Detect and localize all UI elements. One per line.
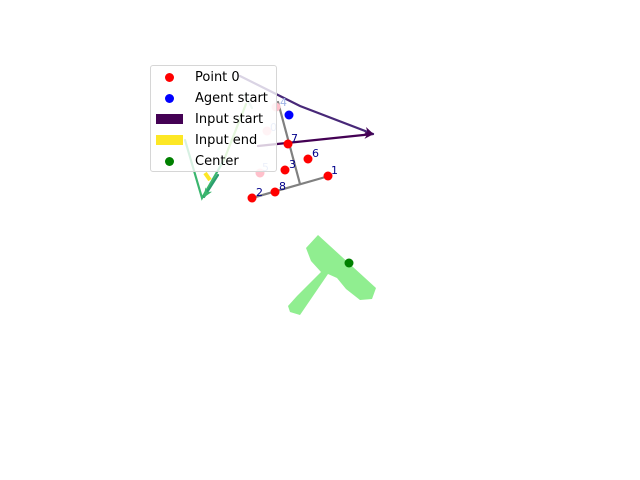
input-end-segments	[203, 171, 212, 182]
agent-start-marker	[284, 110, 294, 120]
purple-swatch-icon	[155, 114, 183, 124]
legend-row-agent-start: Agent start	[155, 88, 268, 108]
legend-row-input-end: Input end	[155, 130, 257, 150]
keypoint-label-4: 4	[280, 96, 287, 109]
keypoint-label-7: 7	[291, 132, 298, 145]
legend-label: Point 0	[195, 69, 240, 85]
legend-row-point0: Point 0	[155, 67, 240, 87]
keypoint-6	[303, 154, 313, 164]
legend-label: Center	[195, 153, 239, 169]
keypoint-label-3: 3	[289, 158, 296, 171]
legend-label: Input end	[195, 132, 258, 148]
legend-row-center: Center	[155, 151, 239, 171]
keypoint-3	[280, 165, 290, 175]
input-arrow-5	[202, 173, 220, 199]
center-marker	[344, 258, 354, 268]
legend-label: Input start	[195, 111, 264, 127]
keypoint-label-6: 6	[312, 147, 319, 160]
legend-label: Agent start	[195, 90, 268, 106]
t-shape	[288, 235, 376, 315]
keypoint-label-2: 2	[256, 186, 263, 199]
red-dot-icon	[164, 72, 174, 82]
keypoint-2	[247, 193, 257, 203]
input-arrow-1	[256, 130, 375, 148]
keypoint-label-8: 8	[279, 180, 286, 193]
yellow-swatch-icon	[155, 135, 183, 145]
keypoint-8	[270, 187, 280, 197]
green-dot-icon	[164, 156, 174, 166]
keypoint-7	[283, 139, 293, 149]
keypoint-label-1: 1	[331, 164, 338, 177]
keypoint-1	[323, 171, 333, 181]
keypoints	[247, 102, 333, 203]
legend: Point 0 Agent start Input start Input en…	[150, 65, 277, 172]
legend-row-input-start: Input start	[155, 109, 263, 129]
blue-dot-icon	[164, 93, 174, 103]
